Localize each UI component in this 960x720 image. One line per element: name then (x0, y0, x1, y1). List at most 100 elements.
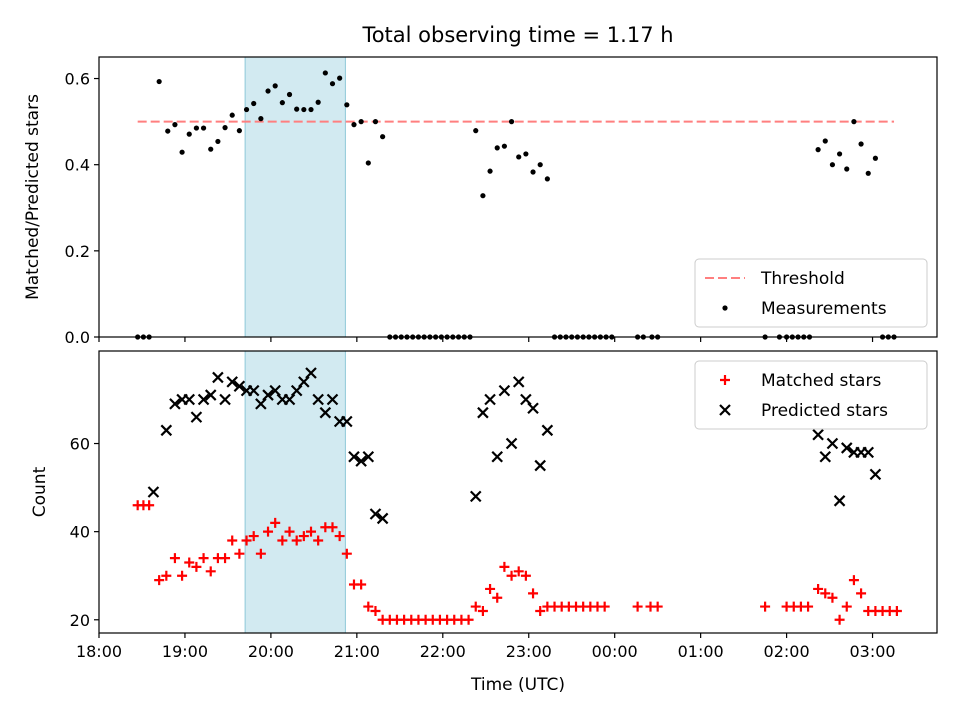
matched-star-point (599, 601, 610, 612)
matched-star-point (856, 588, 867, 599)
bottom-y-tick-label: 40 (70, 523, 90, 542)
predicted-star-point (147, 486, 160, 498)
measurement-point (337, 75, 343, 81)
bottom-series-1 (147, 367, 882, 525)
x-tick-label: 01:00 (678, 642, 724, 661)
matched-star-point (535, 605, 546, 616)
predicted-star-point (312, 393, 324, 406)
legend-matched-swatch (720, 375, 730, 385)
measurement-point (822, 138, 828, 144)
measurement-point (530, 169, 536, 175)
matched-star-point (834, 614, 845, 625)
predicted-star-point (826, 437, 839, 450)
predicted-star-point (869, 468, 882, 481)
x-tick-label: 18:00 (76, 642, 122, 661)
predicted-star-point (534, 459, 546, 472)
predicted-star-point (326, 393, 339, 406)
measurement-point (251, 100, 257, 107)
matched-star-point (313, 535, 324, 546)
measurement-point (844, 166, 850, 172)
bottom-panel: 20 40 60 18:00 19:00 20:00 21:00 22:00 23:00 00:0… (70, 350, 938, 661)
matched-star-point (161, 570, 172, 581)
predicted-star-point (204, 389, 217, 401)
matched-star-point (334, 531, 345, 542)
predicted-star-point (183, 393, 196, 406)
matched-star-point (363, 601, 374, 612)
matched-star-point (492, 592, 503, 603)
x-tick-label: 19:00 (162, 642, 208, 661)
measurement-point (279, 100, 285, 106)
measurement-point (322, 70, 328, 76)
predicted-star-point (491, 450, 504, 463)
measurement-point (815, 147, 821, 153)
chart-title: Total observing time = 1.17 h (361, 23, 673, 47)
matched-star-point (263, 526, 274, 537)
measurement-point (372, 119, 379, 125)
measurement-point (258, 116, 264, 122)
predicted-star-point (190, 411, 203, 423)
predicted-star-point (348, 450, 360, 463)
matched-star-point (270, 517, 281, 528)
matched-star-point (506, 570, 517, 581)
top-y-tick-label: 0.2 (65, 242, 90, 261)
matched-star-point (485, 583, 496, 594)
predicted-star-point (160, 424, 173, 437)
measurement-point (351, 122, 357, 128)
measurement-point (829, 162, 836, 168)
predicted-star-point (219, 393, 231, 406)
measurement-point (508, 119, 515, 125)
measurement-point (272, 83, 278, 89)
bottom-series-0 (132, 500, 902, 625)
matched-star-point (144, 500, 155, 511)
legend-label: Threshold (760, 269, 845, 289)
legend-measurements-swatch (722, 305, 728, 311)
matched-star-point (169, 553, 180, 564)
matched-star-point (241, 535, 252, 546)
matched-star-point (277, 535, 288, 546)
predicted-star-point (233, 380, 246, 393)
bottom-axes-frame (98, 350, 938, 634)
top-highlight-span (244, 56, 346, 338)
matched-star-point (528, 588, 539, 599)
measurement-point (365, 160, 371, 166)
predicted-star-point (541, 424, 554, 437)
bottom-y-tick-label: 60 (70, 435, 90, 454)
matched-star-point (356, 579, 367, 590)
matched-star-point (327, 522, 338, 533)
matched-star-point (813, 583, 824, 594)
matched-star-point (227, 535, 238, 546)
x-tick-label: 03:00 (849, 642, 895, 661)
predicted-star-point (812, 428, 824, 441)
measurement-point (851, 119, 857, 125)
predicted-star-point (298, 376, 310, 388)
measurement-point (380, 134, 386, 140)
measurement-point (186, 131, 192, 137)
predicted-star-point (833, 495, 846, 507)
top-panel: 0.0 0.2 0.4 0.6 Threshold Measurements (65, 56, 938, 347)
predicted-star-point (255, 398, 267, 410)
predicted-star-point (840, 442, 853, 454)
predicted-star-point (819, 450, 832, 463)
bottom-y-axis-label: Count (30, 466, 50, 517)
measurement-point (537, 162, 543, 168)
measurement-point (265, 88, 271, 94)
matched-star-point (234, 548, 245, 559)
measurement-point (301, 106, 307, 113)
matched-star-point (820, 588, 831, 599)
matched-star-point (291, 535, 302, 546)
measurement-point (156, 78, 162, 85)
matched-star-point (255, 548, 266, 559)
matched-star-point (298, 531, 309, 542)
matched-star-point (248, 531, 259, 542)
matched-star-point (205, 566, 216, 577)
measurement-point (215, 138, 221, 145)
measurement-point (308, 106, 314, 113)
predicted-star-point (197, 393, 210, 406)
predicted-star-point (283, 393, 296, 406)
measurement-point (208, 146, 214, 152)
matched-star-point (306, 526, 317, 537)
measurement-point (193, 125, 200, 131)
measurement-point (344, 102, 350, 108)
legend-label: Measurements (761, 299, 887, 319)
